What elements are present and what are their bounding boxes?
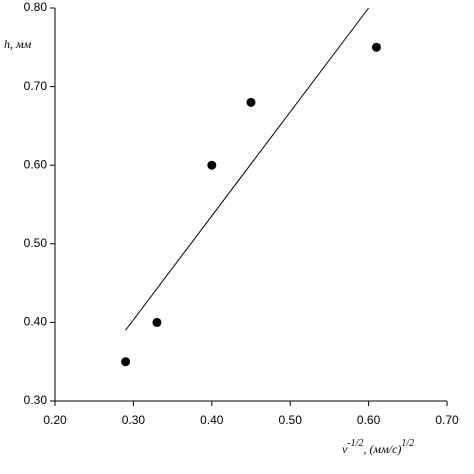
x-tick-label: 0.70 — [435, 413, 459, 427]
y-tick-label: 0.50 — [24, 236, 48, 250]
y-axis-label: h, мм — [4, 37, 32, 51]
x-label-base: ν — [342, 442, 348, 456]
y-tick-label: 0.70 — [24, 79, 48, 93]
x-label-unit-exp: 1/2 — [401, 438, 414, 449]
x-tick-label: 0.30 — [122, 413, 146, 427]
x-tick-label: 0.40 — [200, 413, 224, 427]
x-tick-label: 0.20 — [43, 413, 67, 427]
x-label-exp: -1/2 — [347, 438, 363, 449]
x-axis-label: ν-1/2, (мм/с)1/2 — [342, 438, 414, 455]
x-label-unit: , (мм/с) — [363, 442, 401, 456]
y-tick-label: 0.30 — [24, 393, 48, 407]
point — [207, 160, 217, 170]
y-tick-label: 0.40 — [24, 315, 48, 329]
point — [152, 317, 162, 327]
point — [121, 357, 131, 367]
x-tick-label: 0.60 — [357, 413, 381, 427]
y-tick-label: 0.80 — [24, 0, 48, 14]
x-tick-label: 0.50 — [279, 413, 303, 427]
y-tick-label: 0.60 — [24, 157, 48, 171]
point — [371, 42, 381, 52]
fit-line — [125, 7, 369, 331]
point — [246, 97, 256, 107]
